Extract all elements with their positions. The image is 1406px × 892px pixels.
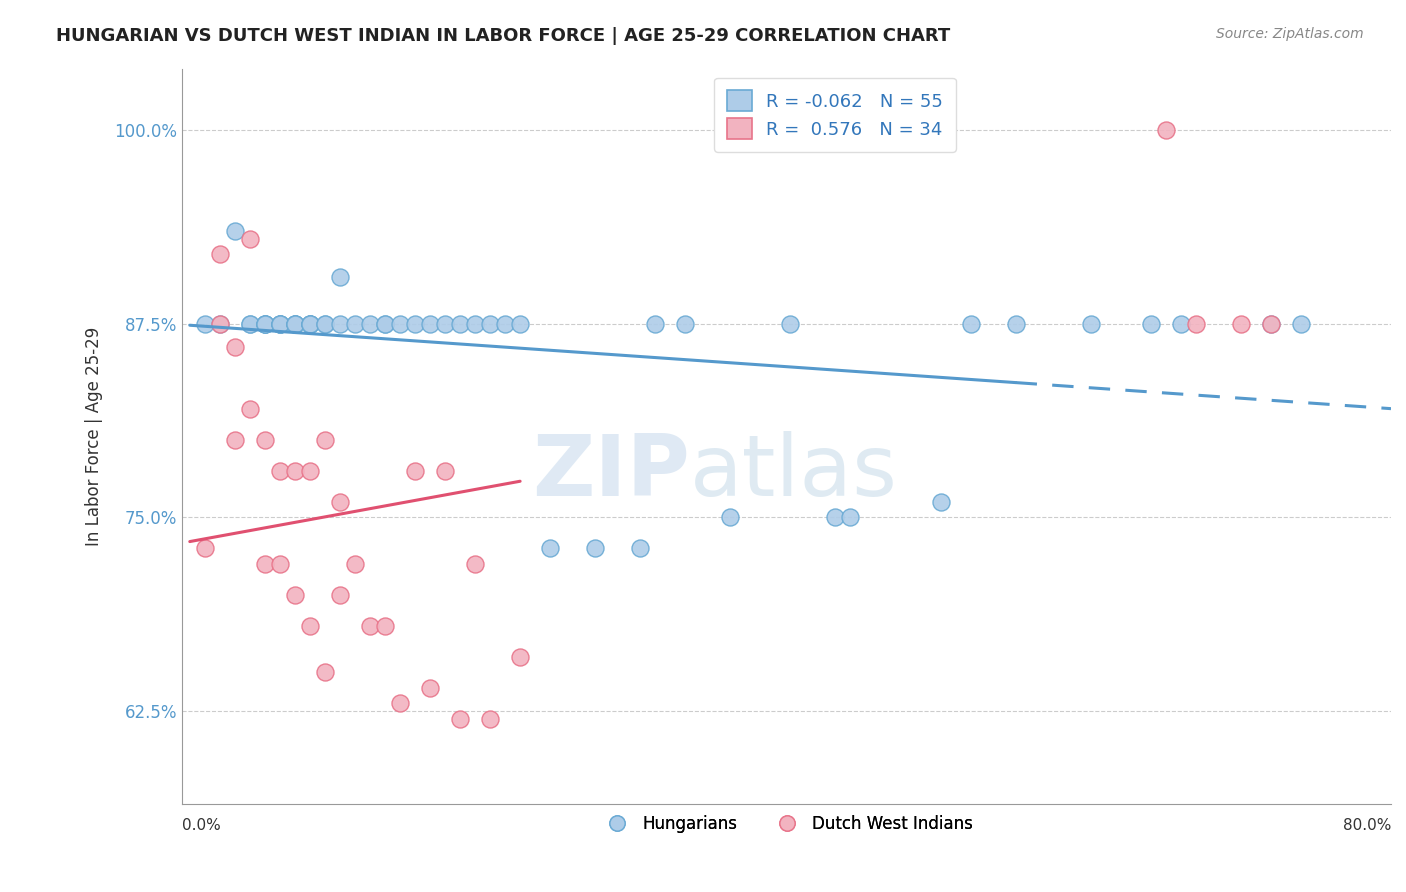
Point bbox=[329, 317, 352, 331]
Point bbox=[479, 712, 502, 726]
Point bbox=[1139, 317, 1161, 331]
Text: ZIP: ZIP bbox=[533, 432, 690, 515]
Point bbox=[329, 270, 352, 285]
Point bbox=[208, 247, 231, 261]
Point bbox=[284, 588, 307, 602]
Point bbox=[1154, 123, 1177, 137]
Point bbox=[269, 557, 291, 571]
Point bbox=[1289, 317, 1312, 331]
Point bbox=[1004, 317, 1026, 331]
Point bbox=[449, 712, 471, 726]
Point bbox=[314, 317, 336, 331]
Point bbox=[434, 464, 457, 478]
Point bbox=[1260, 317, 1282, 331]
Point bbox=[509, 317, 531, 331]
Point bbox=[779, 317, 801, 331]
Point bbox=[253, 317, 276, 331]
Point bbox=[253, 433, 276, 447]
Point bbox=[1080, 317, 1102, 331]
Point bbox=[509, 649, 531, 664]
Point bbox=[343, 557, 366, 571]
Point bbox=[359, 317, 381, 331]
Point bbox=[1260, 317, 1282, 331]
Point bbox=[284, 317, 307, 331]
Point bbox=[269, 317, 291, 331]
Point bbox=[253, 557, 276, 571]
Point bbox=[208, 317, 231, 331]
Point bbox=[298, 464, 321, 478]
Point bbox=[298, 317, 321, 331]
Point bbox=[959, 317, 981, 331]
Point bbox=[224, 224, 246, 238]
Point bbox=[1170, 317, 1192, 331]
Text: Source: ZipAtlas.com: Source: ZipAtlas.com bbox=[1216, 27, 1364, 41]
Point bbox=[434, 317, 457, 331]
Point bbox=[359, 618, 381, 632]
Point bbox=[374, 618, 396, 632]
Point bbox=[343, 317, 366, 331]
Point bbox=[284, 464, 307, 478]
Point bbox=[253, 317, 276, 331]
Point bbox=[269, 464, 291, 478]
Point bbox=[479, 317, 502, 331]
Point bbox=[374, 317, 396, 331]
Point bbox=[1184, 317, 1206, 331]
Point bbox=[269, 317, 291, 331]
Point bbox=[839, 510, 862, 524]
Point bbox=[464, 317, 486, 331]
Text: HUNGARIAN VS DUTCH WEST INDIAN IN LABOR FORCE | AGE 25-29 CORRELATION CHART: HUNGARIAN VS DUTCH WEST INDIAN IN LABOR … bbox=[56, 27, 950, 45]
Point bbox=[329, 495, 352, 509]
Point bbox=[644, 317, 666, 331]
Point bbox=[449, 317, 471, 331]
Y-axis label: In Labor Force | Age 25-29: In Labor Force | Age 25-29 bbox=[86, 326, 103, 546]
Point bbox=[239, 402, 262, 417]
Point bbox=[583, 541, 606, 556]
Point bbox=[298, 618, 321, 632]
Point bbox=[284, 317, 307, 331]
Point bbox=[224, 340, 246, 354]
Point bbox=[239, 232, 262, 246]
Legend: Hungarians, Dutch West Indians: Hungarians, Dutch West Indians bbox=[593, 808, 980, 839]
Point bbox=[673, 317, 696, 331]
Point bbox=[284, 317, 307, 331]
Point bbox=[388, 317, 411, 331]
Text: 80.0%: 80.0% bbox=[1343, 818, 1391, 833]
Point bbox=[208, 317, 231, 331]
Point bbox=[269, 317, 291, 331]
Point bbox=[298, 317, 321, 331]
Point bbox=[494, 317, 516, 331]
Point bbox=[718, 510, 741, 524]
Point bbox=[388, 696, 411, 710]
Point bbox=[194, 541, 217, 556]
Point bbox=[239, 317, 262, 331]
Point bbox=[419, 681, 441, 695]
Point bbox=[824, 510, 846, 524]
Point bbox=[194, 317, 217, 331]
Text: 0.0%: 0.0% bbox=[183, 818, 221, 833]
Point bbox=[269, 317, 291, 331]
Point bbox=[538, 541, 561, 556]
Point bbox=[404, 317, 426, 331]
Point bbox=[628, 541, 651, 556]
Point bbox=[329, 588, 352, 602]
Point bbox=[929, 495, 952, 509]
Point bbox=[419, 317, 441, 331]
Point bbox=[253, 317, 276, 331]
Point bbox=[314, 665, 336, 679]
Point bbox=[1230, 317, 1253, 331]
Point bbox=[374, 317, 396, 331]
Point bbox=[314, 317, 336, 331]
Point bbox=[404, 464, 426, 478]
Point bbox=[284, 317, 307, 331]
Point bbox=[464, 557, 486, 571]
Point bbox=[253, 317, 276, 331]
Point bbox=[298, 317, 321, 331]
Point bbox=[224, 433, 246, 447]
Point bbox=[298, 317, 321, 331]
Point bbox=[239, 317, 262, 331]
Point bbox=[314, 433, 336, 447]
Text: atlas: atlas bbox=[690, 432, 898, 515]
